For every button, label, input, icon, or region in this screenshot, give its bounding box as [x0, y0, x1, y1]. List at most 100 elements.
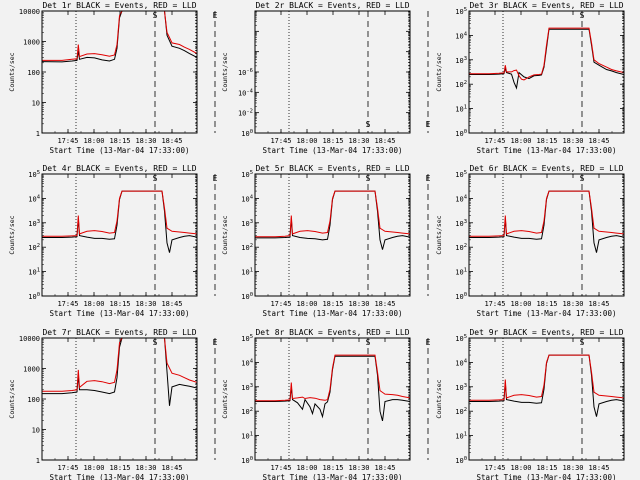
- x-tick-label: 18:00: [83, 300, 104, 308]
- x-tick-label: 18:30: [135, 464, 156, 472]
- panel-title: Det 9r BLACK = Events, RED = LLD: [469, 328, 623, 337]
- x-tick-label: 18:15: [536, 464, 557, 472]
- y-tick-label: 103: [455, 383, 467, 392]
- y-tick-label: 100: [455, 456, 467, 465]
- end-marker-label: E: [426, 174, 431, 183]
- y-tick-label: 105: [455, 170, 467, 179]
- x-tick-label: 18:30: [348, 464, 369, 472]
- panel-title: Det 3r BLACK = Events, RED = LLD: [469, 1, 623, 10]
- x-tick-label: 18:15: [109, 137, 130, 145]
- plot-frame: [468, 173, 625, 297]
- panel-title: Det 5r BLACK = Events, RED = LLD: [255, 164, 409, 173]
- plot-frame: [468, 337, 625, 461]
- y-tick-label: 100: [27, 69, 40, 77]
- panel-title: Det 2r BLACK = Events, RED = LLD: [255, 1, 409, 10]
- y-tick-label: 100: [455, 292, 467, 301]
- series-line-events: [469, 28, 624, 90]
- x-tick-label: 18:15: [322, 464, 343, 472]
- x-axis-label: Start Time (13-Mar-04 17:33:00): [50, 309, 190, 318]
- y-tick-label: 1: [36, 457, 40, 465]
- y-tick-label: 10-4: [238, 88, 254, 97]
- y-tick-label: 10: [32, 427, 40, 435]
- y-tick-label: 104: [455, 31, 467, 40]
- x-tick-label: 18:00: [296, 137, 317, 145]
- y-axis-label: Counts/sec: [8, 52, 16, 91]
- start-marker-label: S: [580, 11, 585, 20]
- x-axis-label: Start Time (13-Mar-04 17:33:00): [263, 473, 403, 480]
- y-tick-label: 10-2: [238, 109, 253, 118]
- end-marker-label: E: [213, 174, 218, 183]
- plot-frame: [468, 10, 625, 134]
- x-tick-label: 18:30: [562, 300, 583, 308]
- plot-frame: [254, 173, 411, 297]
- x-tick-label: 18:00: [83, 137, 104, 145]
- series-line-lld: [255, 190, 410, 238]
- start-marker-label: S: [366, 174, 371, 183]
- y-tick-label: 101: [241, 268, 253, 277]
- series-line-lld: [42, 338, 197, 392]
- x-tick-label: 18:45: [161, 300, 182, 308]
- chart-panel-9: Det 9r BLACK = Events, RED = LLDSE100101…: [435, 328, 640, 480]
- x-tick-label: 18:30: [135, 300, 156, 308]
- y-tick-label: 104: [455, 358, 467, 367]
- x-tick-label: 18:45: [161, 464, 182, 472]
- y-tick-label: 1000: [23, 366, 40, 374]
- y-tick-label: 10: [32, 100, 40, 108]
- x-tick-label: 18:00: [296, 464, 317, 472]
- x-tick-label: 18:00: [510, 300, 531, 308]
- y-tick-label: 100: [27, 396, 40, 404]
- x-tick-label: 18:45: [588, 300, 609, 308]
- y-tick-label: 103: [241, 383, 253, 392]
- y-tick-label: 105: [241, 334, 253, 343]
- x-tick-label: 18:45: [588, 464, 609, 472]
- x-tick-label: 18:15: [536, 300, 557, 308]
- y-tick-label: 103: [28, 219, 40, 228]
- plot-frame: [41, 337, 198, 461]
- x-tick-label: 18:30: [348, 300, 369, 308]
- x-tick-label: 18:45: [374, 300, 395, 308]
- y-tick-label: 10000: [19, 8, 40, 16]
- plot-frame: [41, 173, 198, 297]
- series-line-lld: [42, 11, 197, 61]
- y-axis-label: Counts/sec: [221, 52, 229, 91]
- x-tick-label: 18:30: [135, 137, 156, 145]
- y-axis-label: Counts/sec: [221, 379, 229, 418]
- x-tick-label: 17:45: [270, 300, 291, 308]
- x-tick-label: 18:45: [588, 137, 609, 145]
- x-tick-label: 18:15: [322, 137, 343, 145]
- start-marker-label: S: [153, 174, 158, 183]
- series-line-lld: [469, 190, 624, 237]
- plot-frame: [41, 10, 198, 134]
- y-tick-label: 105: [241, 170, 253, 179]
- y-tick-label: 104: [455, 194, 467, 203]
- x-tick-label: 17:45: [270, 137, 291, 145]
- x-tick-label: 17:45: [57, 300, 78, 308]
- y-tick-label: 101: [455, 268, 467, 277]
- y-tick-label: 101: [28, 268, 40, 277]
- y-tick-label: 102: [455, 80, 467, 89]
- y-tick-label: 103: [241, 219, 253, 228]
- x-axis-label: Start Time (13-Mar-04 17:33:00): [477, 146, 617, 155]
- y-tick-label: 104: [241, 194, 253, 203]
- start-marker-label: S: [153, 11, 158, 20]
- y-tick-label: 1: [36, 130, 40, 138]
- start-marker-label: S: [366, 338, 371, 347]
- panel-title: Det 7r BLACK = Events, RED = LLD: [42, 328, 196, 337]
- y-tick-label: 100: [28, 292, 40, 301]
- series-line-lld: [469, 354, 624, 401]
- x-tick-label: 17:45: [270, 464, 291, 472]
- panel-title: Det 1r BLACK = Events, RED = LLD: [42, 1, 196, 10]
- series-line-lld: [469, 27, 624, 81]
- x-tick-label: 18:30: [562, 464, 583, 472]
- x-tick-label: 18:00: [83, 464, 104, 472]
- y-tick-label: 100: [241, 129, 253, 138]
- x-tick-label: 18:15: [322, 300, 343, 308]
- panel-title: Det 4r BLACK = Events, RED = LLD: [42, 164, 196, 173]
- y-tick-label: 103: [455, 56, 467, 65]
- x-tick-label: 17:45: [484, 464, 505, 472]
- y-tick-label: 102: [28, 243, 40, 252]
- start-marker-label: S: [580, 174, 585, 183]
